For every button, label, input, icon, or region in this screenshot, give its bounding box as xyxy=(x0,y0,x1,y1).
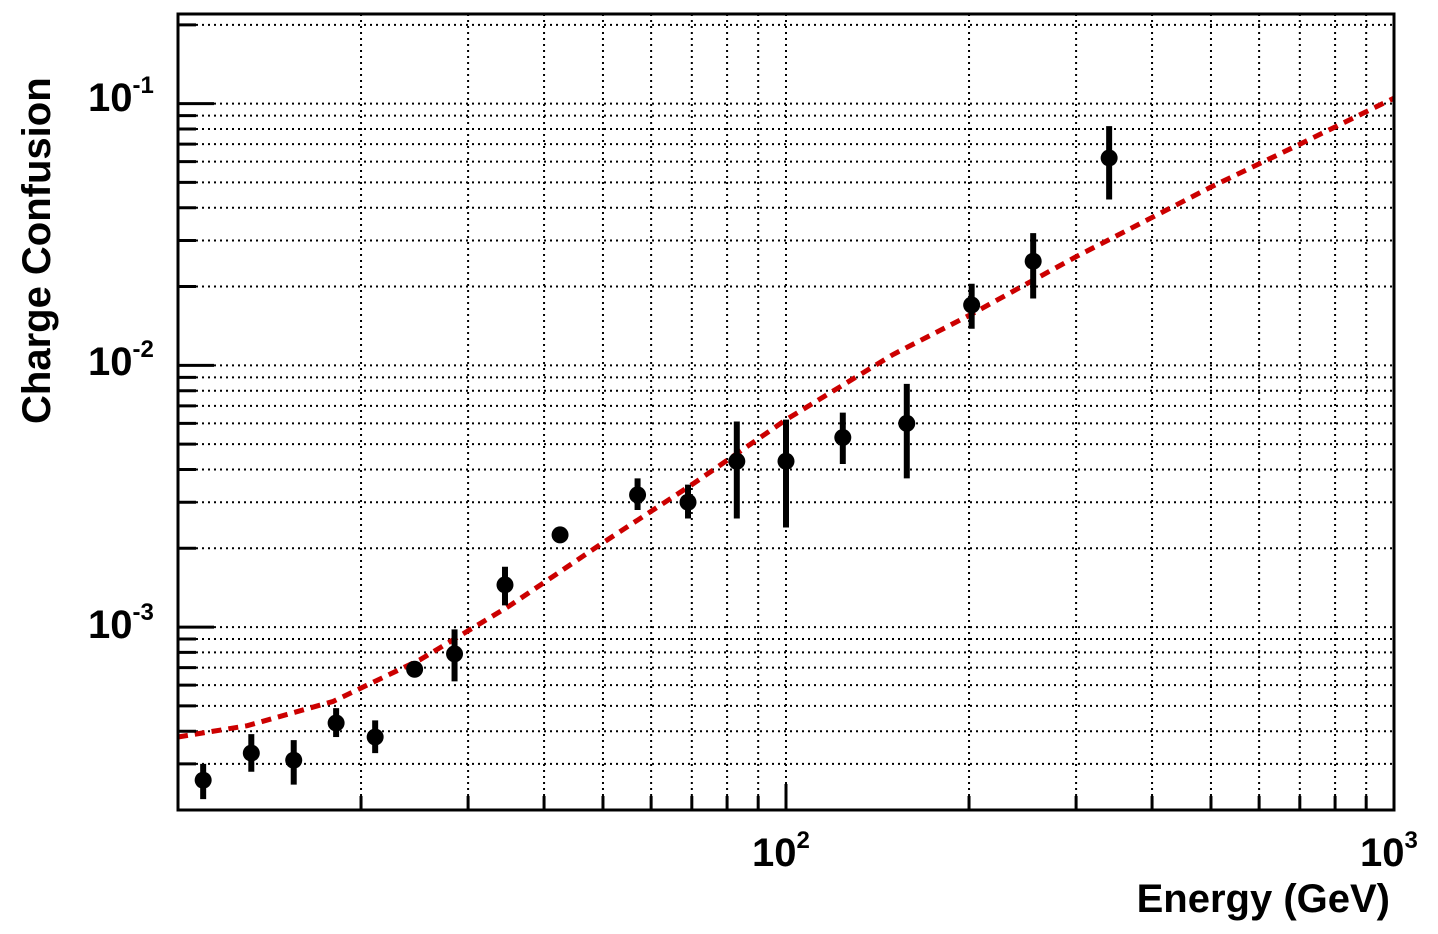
data-point xyxy=(728,452,746,470)
data-points-layer xyxy=(194,126,1118,800)
data-point xyxy=(834,429,852,447)
data-point xyxy=(285,751,303,769)
data-point xyxy=(446,645,464,663)
data-point xyxy=(551,526,569,544)
x-tick-label-1e2: 102 xyxy=(752,827,810,875)
data-point xyxy=(963,296,981,314)
x-tick-label-1e3: 103 xyxy=(1360,827,1418,875)
grid-lines xyxy=(178,14,1394,810)
y-tick-label-1e-2: 10-2 xyxy=(88,336,154,384)
y-axis-label: Charge Confusion xyxy=(15,77,59,424)
x-axis-label: Energy (GeV) xyxy=(1137,877,1390,921)
data-point xyxy=(194,771,212,789)
data-point xyxy=(327,714,345,732)
y-tick-label-1e-3: 10-3 xyxy=(88,599,154,647)
data-point xyxy=(1100,149,1118,167)
data-point xyxy=(629,486,647,504)
data-point xyxy=(777,452,795,470)
data-point xyxy=(366,728,384,746)
data-point xyxy=(496,576,514,594)
y-tick-label-1e-1: 10-1 xyxy=(88,72,154,120)
data-point xyxy=(406,660,424,678)
axis-ticks xyxy=(178,23,1368,810)
data-point xyxy=(242,744,260,762)
data-point xyxy=(679,493,697,511)
data-point xyxy=(1024,252,1042,270)
plot-frame xyxy=(176,12,1396,812)
data-point xyxy=(898,414,916,432)
